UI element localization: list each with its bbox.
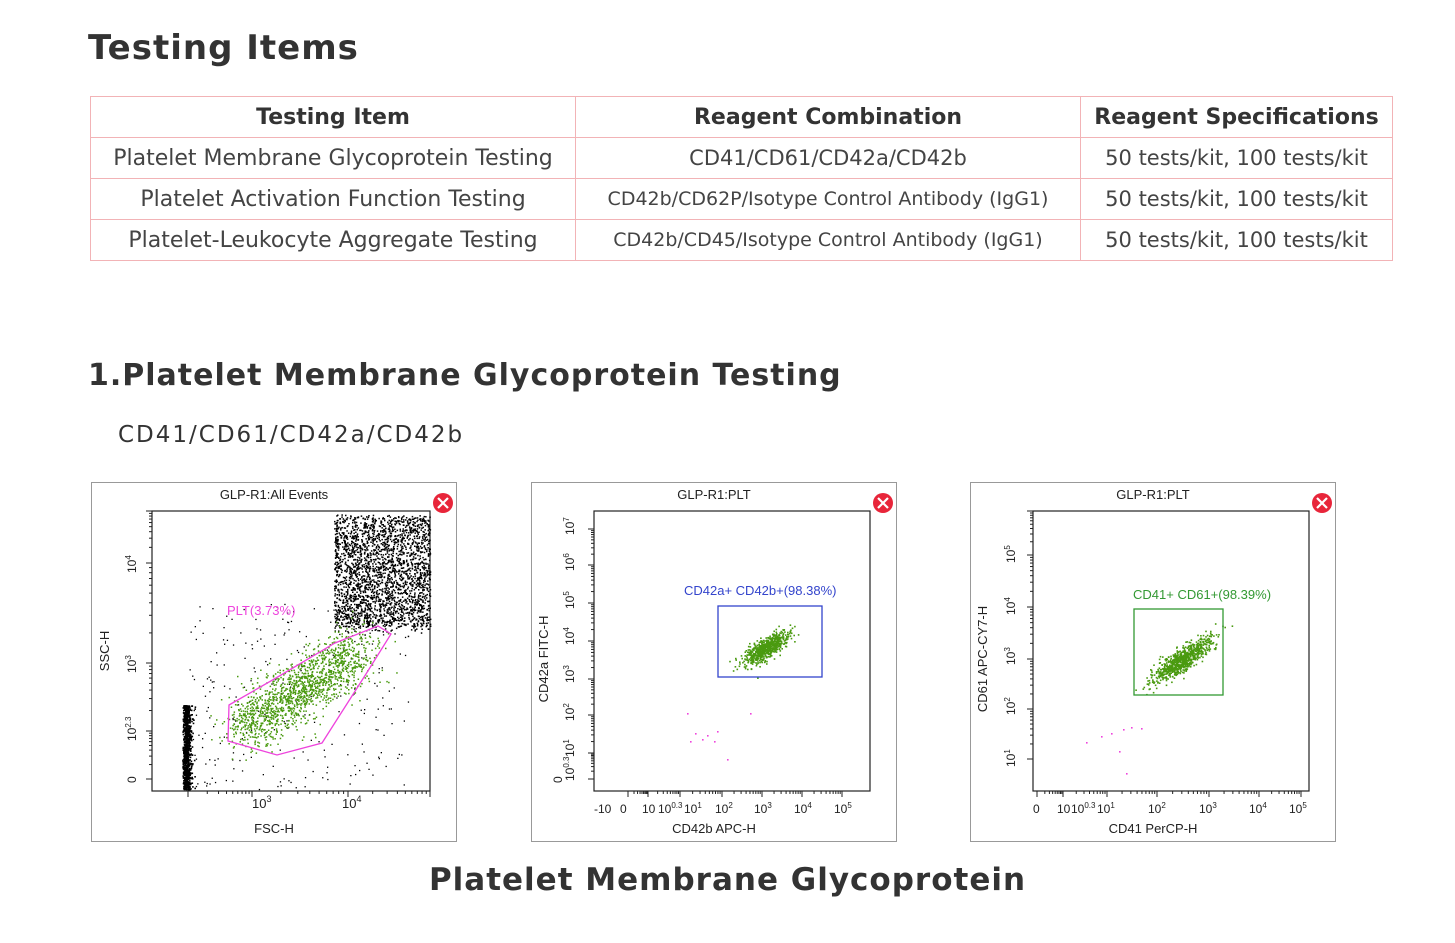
x-tick-label: 103	[1199, 801, 1217, 816]
x-tick-label: 105	[834, 801, 852, 816]
x-tick-label: 104	[794, 801, 812, 816]
y-tick-label: 107	[562, 517, 577, 535]
close-icon[interactable]	[873, 493, 893, 513]
y-tick-label: 106	[562, 553, 577, 571]
table-cell-spec: 50 tests/kit, 100 tests/kit	[1080, 178, 1393, 220]
plot-svg: GLP-R1:PLT CD41+ CD61+(98.39%) 0 10 100.…	[975, 487, 1332, 836]
table-cell-item: Platelet Membrane Glycoprotein Testing	[90, 137, 576, 179]
scatter-plot-all-events: GLP-R1:All Events PLT(3.73%) 103 104 FSC…	[91, 482, 457, 842]
x-tick-label: 0	[1033, 802, 1040, 816]
column-header-reagent-combination: Reagent Combination	[575, 96, 1081, 138]
x-axis-label: CD41 PerCP-H	[1109, 821, 1198, 836]
data-points	[687, 624, 800, 761]
y-tick-label: 104	[124, 555, 139, 573]
table-row: Platelet Activation Function Testing CD4…	[90, 178, 1393, 220]
x-tick-label: 102	[1148, 801, 1166, 816]
gate-label: CD42a+ CD42b+(98.38%)	[684, 583, 836, 598]
figure-caption: Platelet Membrane Glycoprotein	[428, 862, 1027, 898]
x-tick-label: -10	[594, 802, 612, 816]
x-axis-label: CD42b APC-H	[672, 821, 756, 836]
plot-svg: GLP-R1:PLT CD42a+ CD42b+(98.38%) -10 0 1…	[536, 487, 893, 836]
table-cell-reagent: CD42b/CD62P/Isotype Control Antibody (Ig…	[575, 178, 1081, 220]
table-cell-item: Platelet Activation Function Testing	[90, 178, 576, 220]
x-tick-label: 103	[754, 801, 772, 816]
y-tick-label: 104	[1003, 597, 1018, 615]
plot-title: GLP-R1:All Events	[220, 487, 329, 502]
column-header-reagent-specifications: Reagent Specifications	[1080, 96, 1393, 138]
table-cell-item: Platelet-Leukocyte Aggregate Testing	[90, 219, 576, 261]
axes	[588, 528, 843, 797]
y-axis-label: SSC-H	[97, 631, 112, 671]
plot-frame	[151, 510, 431, 792]
x-tick-label: 101	[684, 801, 702, 816]
page-heading: Testing Items	[88, 28, 359, 68]
x-tick-label: 104	[342, 794, 361, 811]
section-title: 1.Platelet Membrane Glycoprotein Testing	[88, 358, 842, 393]
table-cell-reagent: CD42b/CD45/Isotype Control Antibody (IgG…	[575, 219, 1081, 261]
axes	[146, 510, 431, 797]
data-points	[1086, 623, 1234, 775]
y-tick-label: 105	[562, 591, 577, 609]
x-tick-label: 101	[1097, 801, 1115, 816]
table-header-row: Testing Item Reagent Combination Reagent…	[90, 96, 1393, 138]
y-tick-label: 102	[1003, 697, 1018, 715]
table-cell-spec: 50 tests/kit, 100 tests/kit	[1080, 219, 1393, 261]
y-tick-label: 103	[1003, 647, 1018, 665]
y-tick-label: 0	[125, 776, 139, 783]
scatter-plot-cd42a-cd42b: GLP-R1:PLT CD42a+ CD42b+(98.38%) -10 0 1…	[531, 482, 897, 842]
table-cell-reagent: CD41/CD61/CD42a/CD42b	[575, 137, 1081, 179]
plot-frame	[1032, 510, 1310, 792]
table-cell-spec: 50 tests/kit, 100 tests/kit	[1080, 137, 1393, 179]
y-axis-label: CD61 APC-CY7-H	[975, 606, 990, 712]
column-header-testing-item: Testing Item	[90, 96, 576, 138]
x-tick-label: 100.3	[1071, 801, 1096, 816]
plot-svg: GLP-R1:All Events PLT(3.73%) 103 104 FSC…	[97, 487, 453, 836]
x-tick-label: 104	[1249, 801, 1267, 816]
y-tick-label: 101	[1003, 749, 1018, 767]
scatter-plot-cd41-cd61: GLP-R1:PLT CD41+ CD61+(98.39%) 0 10 100.…	[970, 482, 1336, 842]
x-tick-label: 0	[620, 802, 627, 816]
y-tick-label: 102.3	[124, 716, 139, 741]
y-tick-label: 103	[562, 665, 577, 683]
testing-items-table: Testing Item Reagent Combination Reagent…	[90, 96, 1393, 261]
y-tick-label: 102	[562, 703, 577, 721]
section-subtitle: CD41/CD61/CD42a/CD42b	[118, 422, 465, 448]
x-axis-label: FSC-H	[254, 821, 294, 836]
y-axis-label: CD42a FITC-H	[536, 616, 551, 703]
plot-title: GLP-R1:PLT	[677, 487, 751, 502]
plot-title: GLP-R1:PLT	[1116, 487, 1190, 502]
data-points	[182, 514, 432, 791]
gate-label: PLT(3.73%)	[227, 603, 295, 618]
y-tick-label: 0	[551, 776, 565, 783]
plot-frame	[593, 510, 871, 792]
x-tick-label: 103	[252, 794, 271, 811]
x-tick-label: 100.3	[658, 801, 683, 816]
x-tick-label: 10	[642, 802, 656, 816]
plt-gate[interactable]	[227, 625, 392, 756]
x-tick-label: 105	[1289, 801, 1307, 816]
y-tick-label: 101	[562, 739, 577, 757]
y-tick-label: 104	[562, 627, 577, 645]
gate-rectangle[interactable]	[1133, 608, 1224, 696]
close-icon[interactable]	[1312, 493, 1332, 513]
gate-rectangle[interactable]	[717, 605, 823, 678]
close-icon[interactable]	[433, 493, 453, 513]
y-tick-label: 103	[124, 655, 139, 673]
y-tick-label: 105	[1003, 545, 1018, 563]
gate-label: CD41+ CD61+(98.39%)	[1133, 587, 1271, 602]
table-row: Platelet Membrane Glycoprotein Testing C…	[90, 137, 1393, 179]
x-tick-label: 10	[1057, 802, 1071, 816]
x-tick-label: 102	[715, 801, 733, 816]
axes	[1027, 510, 1302, 797]
table-row: Platelet-Leukocyte Aggregate Testing CD4…	[90, 219, 1393, 261]
